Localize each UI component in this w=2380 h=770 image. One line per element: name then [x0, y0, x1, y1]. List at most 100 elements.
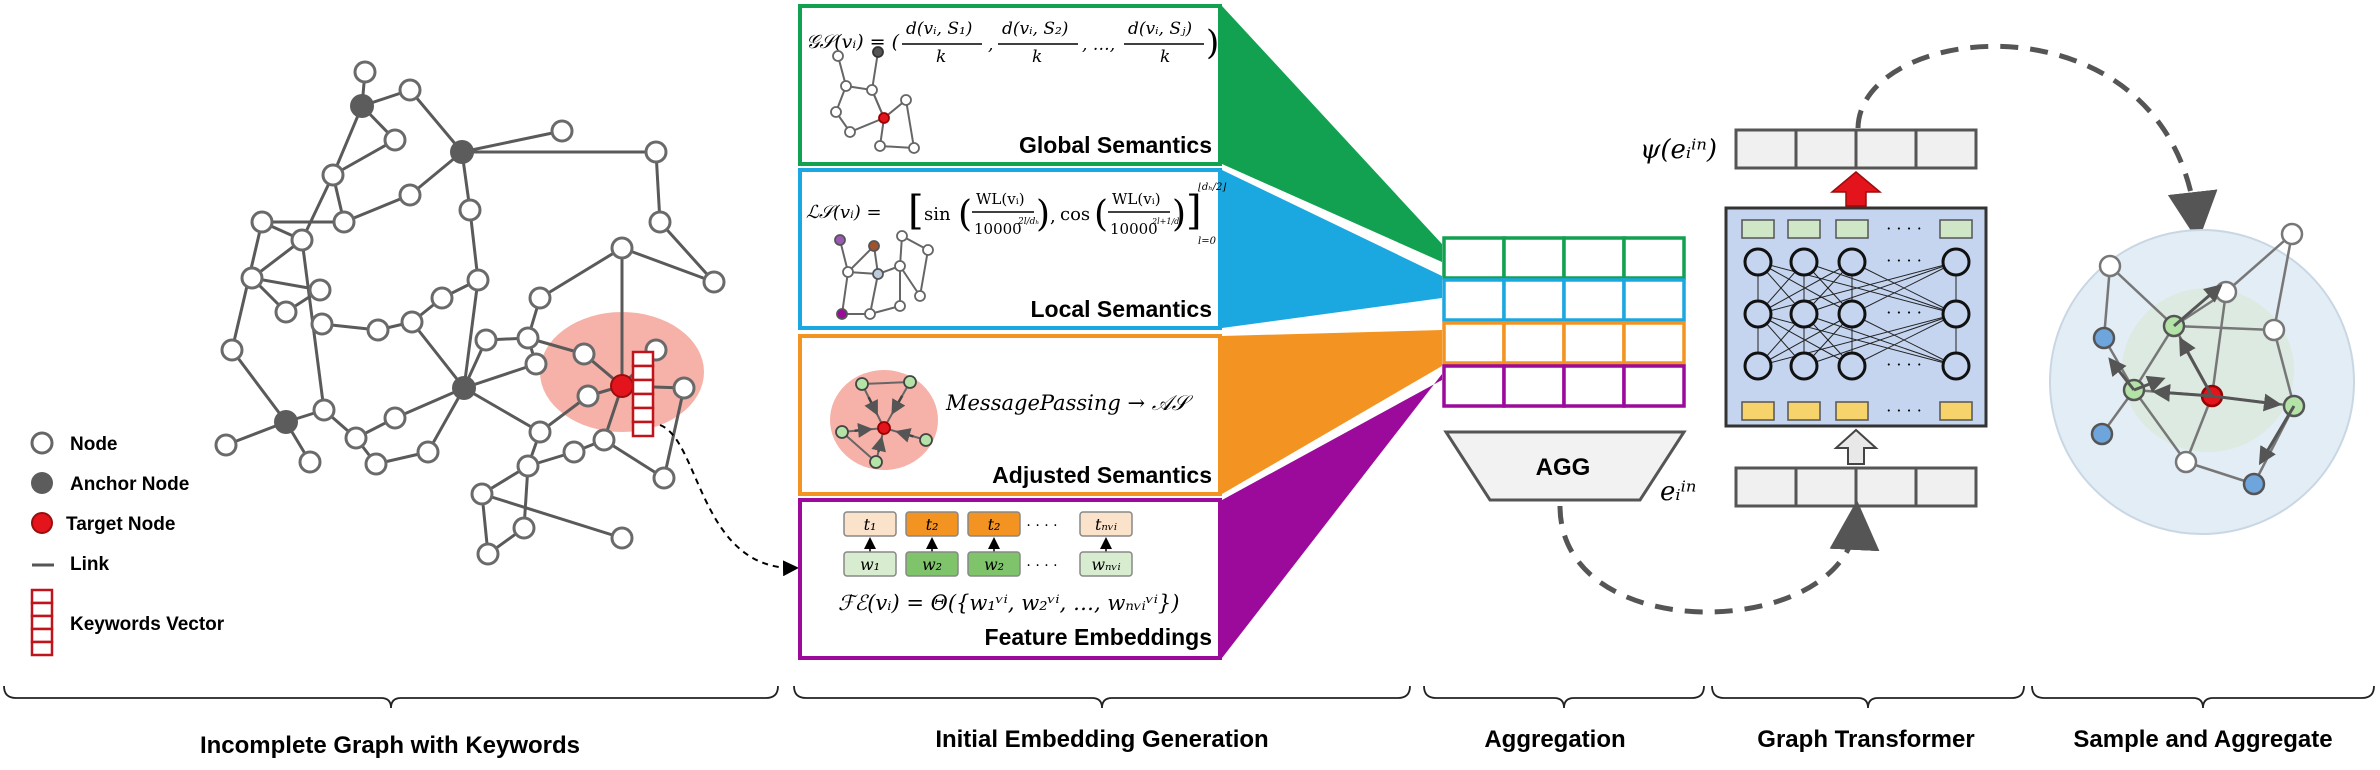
mini-node	[832, 50, 844, 62]
global-formula-term-j: d(vᵢ, Sⱼ)	[1128, 19, 1192, 39]
input-arrow	[1833, 428, 1879, 465]
graph-link	[343, 193, 411, 224]
graph-node	[466, 268, 490, 292]
feature-embeddings-title: Feature Embeddings	[985, 624, 1212, 650]
graph-node	[344, 426, 368, 450]
message-arrow	[871, 436, 886, 453]
svg-text:,: ,	[1050, 206, 1056, 227]
sample-node	[2280, 222, 2304, 246]
embedding-cell	[1502, 278, 1566, 322]
input-vector-cell	[1854, 466, 1918, 508]
mini-link	[871, 51, 879, 91]
target-node	[610, 374, 634, 398]
neuron-connection	[1851, 313, 1957, 367]
section-brace	[3, 685, 779, 709]
graph-node	[528, 420, 552, 444]
local-formula-upper: ⌊dₕ/2⌋	[1198, 182, 1226, 193]
graph-node	[610, 526, 634, 550]
graph-node	[512, 516, 536, 540]
sample-link	[2173, 324, 2275, 332]
sample-node	[2090, 422, 2114, 446]
neuron	[1941, 299, 1971, 329]
graph-link	[468, 209, 480, 281]
keywords-vector-icon	[30, 588, 54, 657]
graph-link	[463, 362, 537, 390]
neuron-connection	[1803, 313, 1957, 367]
output-token	[1835, 219, 1869, 239]
graph-node	[398, 78, 422, 102]
token-t-label: t₂	[926, 515, 939, 534]
graph-node	[383, 128, 407, 152]
sample-node	[2174, 450, 2198, 474]
sample-arrow	[2108, 357, 2136, 391]
message-arrow	[854, 423, 874, 438]
layer-dots: · · · ·	[1886, 401, 1922, 420]
global-formula-den-2: k	[1032, 47, 1042, 67]
mini-node	[922, 244, 934, 256]
mini-node	[835, 425, 849, 439]
mini-link	[847, 245, 875, 273]
graph-node	[214, 433, 238, 457]
token-row: t₁ w₁ t₂ w₂ t₂ w₂ tₙᵥᵢ wₙᵥᵢ · · · · · · · ·	[843, 511, 1133, 577]
sample-link	[2184, 395, 2214, 463]
input-vector-cell	[1734, 466, 1798, 508]
adjusted-semantics-panel: MessagePassing → 𝒜𝒮 Adjusted Semantics	[798, 334, 1222, 496]
embedding-cell	[1502, 364, 1566, 408]
graph-node	[353, 60, 377, 84]
neuron	[1743, 247, 1773, 277]
output-vector-cell	[1734, 128, 1798, 170]
graph-link	[654, 151, 662, 223]
embedding-cell	[1622, 236, 1686, 280]
node-icon	[30, 431, 54, 455]
feature-formula: ℱℰ(vᵢ) = Θ({w₁ᵛⁱ, w₂ᵛⁱ, …, wₙᵥᵢᵛⁱ})	[838, 591, 1180, 615]
token-t-box	[1079, 511, 1133, 537]
mini-node	[868, 240, 880, 252]
mini-node	[908, 142, 920, 154]
output-vector-cell	[1854, 128, 1918, 170]
anchor-node	[350, 94, 374, 118]
mini-link	[841, 271, 849, 315]
mini-node	[840, 80, 852, 92]
local-formula-lhs: ℒ𝒮(vᵢ) =	[806, 202, 882, 223]
section-label-initial-embedding: Initial Embedding Generation	[935, 726, 1268, 753]
graph-node	[220, 338, 244, 362]
anchor-node-icon	[31, 472, 53, 494]
graph-link	[331, 105, 364, 176]
embedding-cell	[1622, 364, 1686, 408]
section-brace	[2031, 685, 2375, 709]
svg-text:[: [	[908, 188, 924, 234]
graph-transformer: ψ(eᵢⁱⁿ) eᵢⁱⁿ · · · · · · · · · · · · · · · …	[1640, 128, 1988, 508]
sample-node	[2242, 472, 2266, 496]
sample-link	[2225, 233, 2293, 293]
global-formula-lhs: 𝒢𝒮(vᵢ) = (	[806, 31, 900, 53]
mini-link	[849, 117, 885, 133]
token-t-box	[843, 511, 897, 537]
message-arrow	[895, 428, 914, 443]
graph-node	[516, 454, 540, 478]
svg-text:(: (	[958, 194, 972, 235]
input-token	[1835, 401, 1869, 421]
graph-node	[672, 376, 696, 400]
neuron-connection	[1757, 261, 1853, 315]
graph-link	[658, 220, 716, 284]
sample-link	[2272, 329, 2296, 407]
embedding-cell	[1562, 364, 1626, 408]
graph-node	[592, 428, 616, 452]
input-token	[1939, 401, 1973, 421]
graph-link	[426, 387, 466, 453]
mini-node	[844, 126, 856, 138]
feature-funnel	[1222, 374, 1442, 658]
token-dots: · · · ·	[1026, 518, 1057, 534]
graph-link	[230, 349, 288, 423]
adjusted-semantics-title: Adjusted Semantics	[992, 462, 1212, 488]
sample-link	[2210, 291, 2228, 397]
mini-node	[836, 308, 848, 320]
transformer-to-sample-flow	[1855, 43, 2218, 242]
graph-node	[290, 228, 314, 252]
agg-to-transformer-flow	[1557, 500, 1880, 615]
agg-trapezoid	[1443, 430, 1687, 502]
graph-node	[458, 198, 482, 222]
embedding-cell	[1622, 278, 1686, 322]
graph-node	[474, 328, 498, 352]
layer-dots: · · · ·	[1886, 303, 1922, 322]
